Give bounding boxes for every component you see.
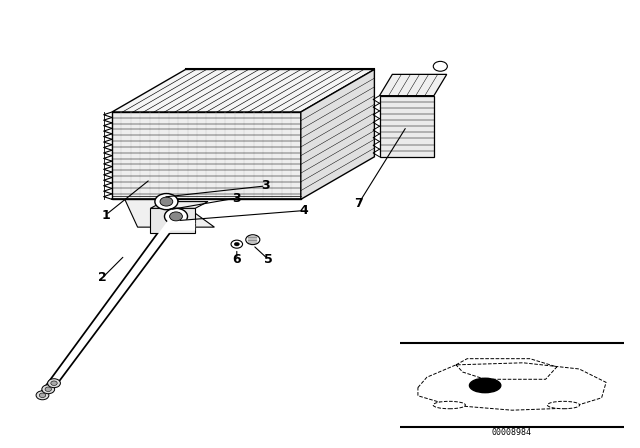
- Circle shape: [470, 378, 501, 392]
- Ellipse shape: [433, 401, 465, 409]
- Polygon shape: [112, 69, 374, 112]
- Polygon shape: [150, 208, 195, 233]
- Circle shape: [36, 391, 49, 400]
- Text: 1: 1: [101, 208, 110, 222]
- Text: 3: 3: [261, 179, 270, 193]
- Circle shape: [231, 240, 243, 248]
- Polygon shape: [125, 199, 214, 227]
- Polygon shape: [380, 96, 434, 157]
- Circle shape: [45, 387, 51, 392]
- Circle shape: [433, 61, 447, 71]
- Circle shape: [164, 208, 188, 224]
- Circle shape: [39, 393, 45, 397]
- Text: 5: 5: [264, 253, 273, 267]
- Circle shape: [170, 212, 182, 221]
- Polygon shape: [380, 74, 447, 96]
- Ellipse shape: [547, 401, 580, 409]
- Text: 4: 4: [300, 204, 308, 217]
- Circle shape: [234, 242, 239, 246]
- Text: 2: 2: [98, 271, 107, 284]
- Text: 7: 7: [354, 197, 363, 211]
- Polygon shape: [301, 69, 374, 199]
- Circle shape: [47, 379, 60, 388]
- Polygon shape: [112, 112, 301, 199]
- Text: 6: 6: [232, 253, 241, 267]
- Polygon shape: [150, 202, 208, 208]
- Circle shape: [160, 197, 173, 206]
- Circle shape: [155, 194, 178, 210]
- Text: 3: 3: [232, 191, 241, 205]
- Circle shape: [51, 381, 57, 385]
- Circle shape: [42, 385, 54, 394]
- Text: 00008984: 00008984: [492, 428, 532, 437]
- Circle shape: [246, 235, 260, 245]
